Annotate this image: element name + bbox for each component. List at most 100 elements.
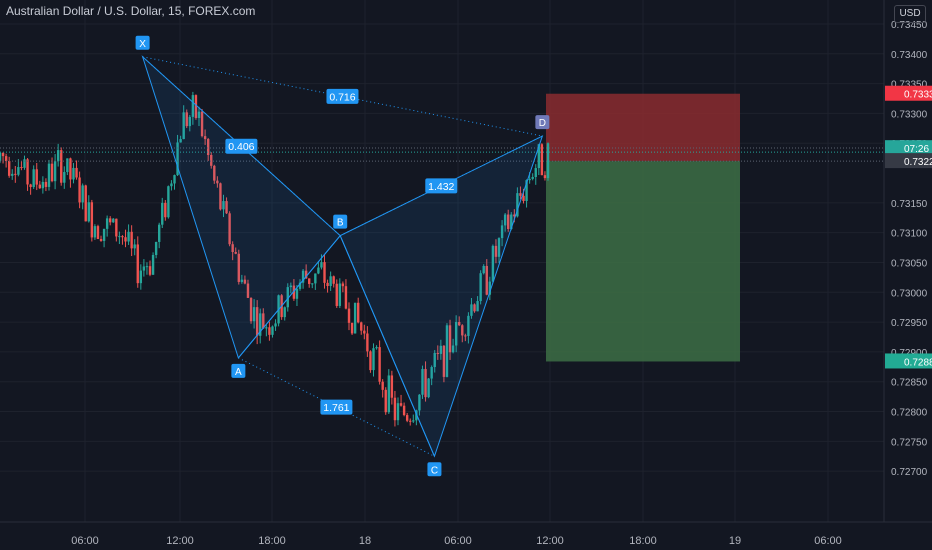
candle-body — [488, 281, 492, 295]
candle-body — [522, 195, 525, 202]
price-label-bg — [885, 85, 932, 101]
x-tick-label: 06:00 — [444, 535, 472, 547]
take-profit-zone[interactable] — [546, 161, 740, 362]
price-lines — [0, 147, 884, 162]
candle-body — [26, 159, 29, 185]
candle-body — [464, 335, 467, 337]
candle-body — [268, 327, 271, 335]
candle-body — [366, 333, 369, 352]
candle-body — [470, 304, 473, 316]
price-axis[interactable]: 0.734500.734000.733500.733000.732500.731… — [883, 0, 932, 550]
candle-body — [262, 313, 265, 329]
candle-body — [4, 156, 8, 162]
price-label-countdown: 07:26 — [904, 144, 929, 155]
position-zones[interactable] — [546, 93, 740, 362]
candle-body — [295, 288, 299, 299]
point-label-bg[interactable] — [333, 214, 348, 229]
candle-body — [347, 308, 351, 323]
candle-body — [390, 375, 394, 398]
candle-body — [393, 397, 397, 421]
pattern-leg-bc — [339, 235, 435, 457]
point-label-bg[interactable] — [135, 35, 150, 50]
chart-title: Australian Dollar / U.S. Dollar, 15, FOR… — [6, 4, 256, 18]
candle-body — [479, 273, 482, 302]
candle-body — [32, 169, 35, 188]
point-label-a: A — [235, 367, 242, 378]
ratio-label: 1.761 — [323, 402, 349, 414]
y-tick-label: 0.72800 — [891, 408, 928, 419]
candle-body — [56, 150, 60, 162]
candle-body — [427, 378, 430, 398]
candle-body — [311, 283, 314, 285]
y-tick-label: 0.73450 — [891, 20, 928, 31]
candle-body — [228, 213, 231, 245]
ratio-label-bg — [320, 399, 353, 415]
candle-body — [265, 327, 268, 329]
candle-body — [90, 202, 94, 238]
candle-body — [516, 193, 519, 217]
candle-body — [47, 163, 51, 187]
candle-body — [115, 218, 118, 237]
candle-body — [99, 239, 103, 241]
candle-body — [1, 152, 5, 157]
candle-body — [23, 159, 26, 168]
x-tick-label: 12:00 — [166, 535, 194, 547]
candle-body — [136, 244, 139, 284]
price-label-stop: 0.73333 — [904, 90, 932, 101]
candle-body — [213, 165, 216, 181]
candle-body — [467, 315, 470, 336]
ratio-label: 0.406 — [228, 141, 254, 153]
candle-body — [360, 322, 363, 331]
candle-body — [510, 214, 513, 230]
candle-body — [323, 262, 326, 283]
candle-body — [525, 180, 528, 202]
candle-body — [237, 253, 240, 282]
stop-loss-zone[interactable] — [546, 93, 740, 162]
point-label-bg[interactable] — [231, 363, 246, 378]
candle-body — [534, 168, 537, 177]
y-tick-label: 0.72900 — [891, 348, 928, 359]
candle-body — [519, 193, 522, 196]
candle-body — [157, 224, 161, 242]
candle-body — [44, 181, 48, 187]
candle-body — [259, 313, 262, 336]
candle-body — [439, 345, 443, 354]
candle-body — [35, 169, 38, 185]
candle-body — [491, 245, 495, 282]
candle-body — [503, 214, 507, 226]
y-tick-label: 0.73300 — [891, 109, 928, 120]
candle-body — [133, 244, 136, 249]
candle-body — [225, 201, 228, 214]
candle-body — [292, 285, 296, 299]
candle-body — [105, 218, 109, 229]
currency-label[interactable]: USD — [894, 5, 926, 23]
time-axis[interactable]: 06:00 12:00 18:00 18 06:00 12:00 18:00 19 06:00 — [0, 521, 932, 547]
candle-body — [369, 351, 372, 371]
candle-body — [78, 177, 81, 203]
candle-body — [7, 161, 11, 176]
candle-body — [75, 167, 78, 178]
candle-body — [240, 279, 244, 282]
point-label-bg[interactable] — [427, 462, 442, 477]
point-label-bg[interactable] — [535, 115, 550, 130]
xabcd-pattern[interactable]: 0.406 1.761 1.432 0.716 X A B C D — [135, 35, 550, 477]
candle-body — [50, 163, 54, 182]
candle-body — [421, 368, 424, 395]
ratio-label-bg — [326, 88, 359, 104]
candle-body — [436, 352, 439, 354]
candle-body — [476, 301, 479, 312]
candle-body — [112, 218, 115, 223]
candle-body — [326, 282, 329, 287]
candle-body — [142, 266, 146, 271]
candle-body — [448, 325, 452, 353]
candle-body — [60, 150, 63, 183]
candle-body — [66, 158, 69, 173]
candle-body — [298, 282, 302, 289]
candle-body — [200, 111, 204, 137]
candle-body — [332, 276, 335, 284]
candle-body — [249, 297, 253, 322]
candle-body — [164, 202, 167, 218]
grid-lines — [0, 0, 884, 522]
candle-body — [399, 403, 403, 406]
